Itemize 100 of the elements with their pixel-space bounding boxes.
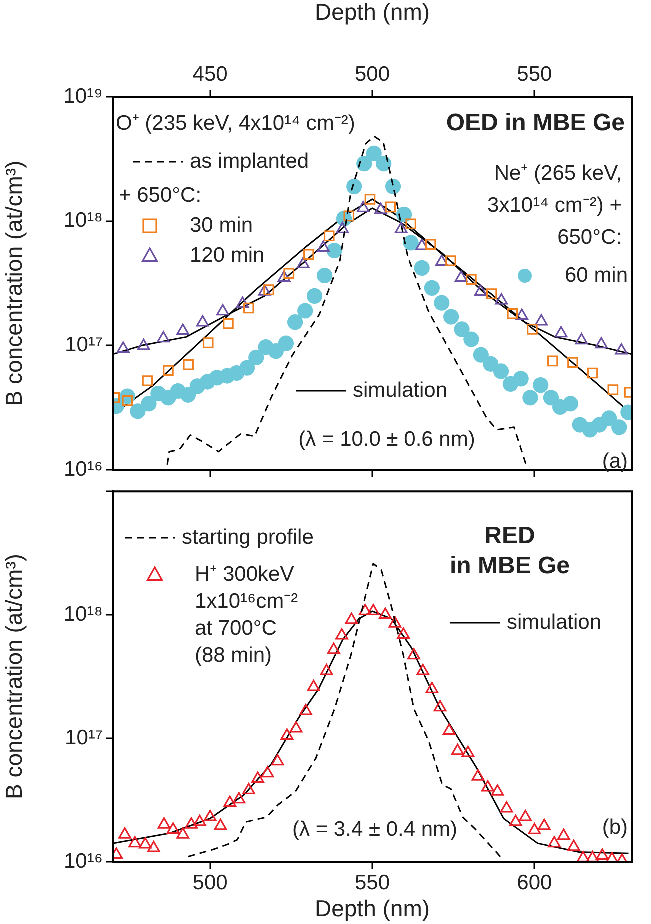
point [522, 390, 538, 406]
point [466, 274, 477, 285]
point [595, 337, 608, 349]
point [562, 396, 578, 412]
point [548, 836, 561, 848]
x-tick-label: 600 [517, 871, 552, 894]
point [141, 396, 157, 412]
point [493, 364, 510, 380]
point [358, 604, 372, 616]
point [528, 823, 542, 835]
point [416, 664, 430, 676]
point [491, 784, 504, 796]
point [454, 322, 470, 338]
y-axis-title: B concentration (at/cm³) [1, 160, 28, 406]
x-tick-label: 450 [192, 63, 228, 86]
x-tick-label: 500 [354, 63, 390, 86]
point [513, 371, 529, 387]
point [507, 308, 518, 320]
point [130, 404, 146, 420]
point [596, 848, 609, 860]
point [444, 309, 460, 325]
point [180, 387, 196, 403]
point [296, 257, 310, 268]
point [336, 222, 350, 234]
point [268, 344, 284, 360]
point [615, 343, 628, 355]
point [232, 792, 246, 804]
point [533, 378, 549, 394]
point [202, 338, 214, 348]
point [261, 766, 274, 778]
point [474, 284, 488, 296]
point [538, 818, 551, 830]
point [482, 780, 494, 792]
point [176, 324, 190, 336]
point [462, 746, 475, 758]
point [547, 356, 558, 367]
point [216, 304, 230, 316]
point [185, 818, 198, 829]
point [385, 178, 402, 194]
point [509, 814, 522, 826]
annotation: (a) [602, 450, 628, 473]
point [612, 420, 628, 436]
point [516, 308, 528, 320]
point [304, 249, 314, 260]
point [278, 336, 294, 352]
point [278, 270, 291, 282]
point [271, 754, 284, 766]
point [587, 368, 598, 379]
point [288, 314, 304, 330]
legend-label: as implanted [190, 150, 310, 173]
point [403, 235, 419, 251]
y-tick-label: 10¹⁷ [65, 333, 103, 356]
y-tick-label: 10¹⁶ [64, 850, 103, 873]
point [442, 724, 456, 736]
point [451, 744, 464, 756]
point [224, 796, 237, 808]
point [142, 376, 154, 386]
x-tick-label: 550 [517, 63, 552, 86]
point [244, 302, 254, 314]
point [204, 810, 217, 822]
point [116, 342, 130, 354]
y-tick-label: 10¹⁸ [64, 602, 103, 626]
point [336, 628, 348, 640]
point [194, 814, 206, 826]
point [147, 841, 160, 852]
point [356, 156, 372, 172]
point [379, 608, 392, 620]
point [406, 218, 416, 230]
point [495, 293, 508, 305]
point [280, 728, 294, 740]
legend-label: starting profile [182, 526, 314, 549]
point [298, 303, 314, 319]
point [242, 783, 256, 794]
x-tick-label: 550 [354, 871, 390, 894]
point [356, 201, 370, 212]
point [223, 318, 234, 330]
x-tick-label: 500 [192, 871, 228, 894]
point [454, 270, 468, 282]
point [284, 268, 295, 279]
point [236, 296, 250, 308]
point [435, 254, 448, 266]
point [568, 357, 578, 368]
point [575, 333, 588, 345]
point [394, 222, 408, 234]
legend-label: H⁺ 300keV 1x10¹⁶cm⁻² at 700°C (88 min) [195, 562, 298, 667]
annotation: (λ = 10.0 ± 0.6 nm) [298, 428, 476, 451]
y-axis-title: B concentration (at/cm³) [1, 554, 28, 800]
point [519, 810, 532, 822]
point [376, 156, 392, 172]
point [366, 146, 382, 162]
point [166, 822, 180, 834]
point [500, 801, 514, 813]
point [327, 642, 340, 654]
point [214, 818, 228, 830]
point [157, 331, 170, 343]
annotation: Ne⁺ (265 keV, 3x10¹⁴ cm⁻²) + 650°C: [488, 162, 622, 249]
point [606, 852, 619, 862]
point [425, 239, 436, 250]
legend-label: 120 min [190, 244, 265, 267]
y-tick-label: 10¹⁸ [64, 209, 103, 232]
